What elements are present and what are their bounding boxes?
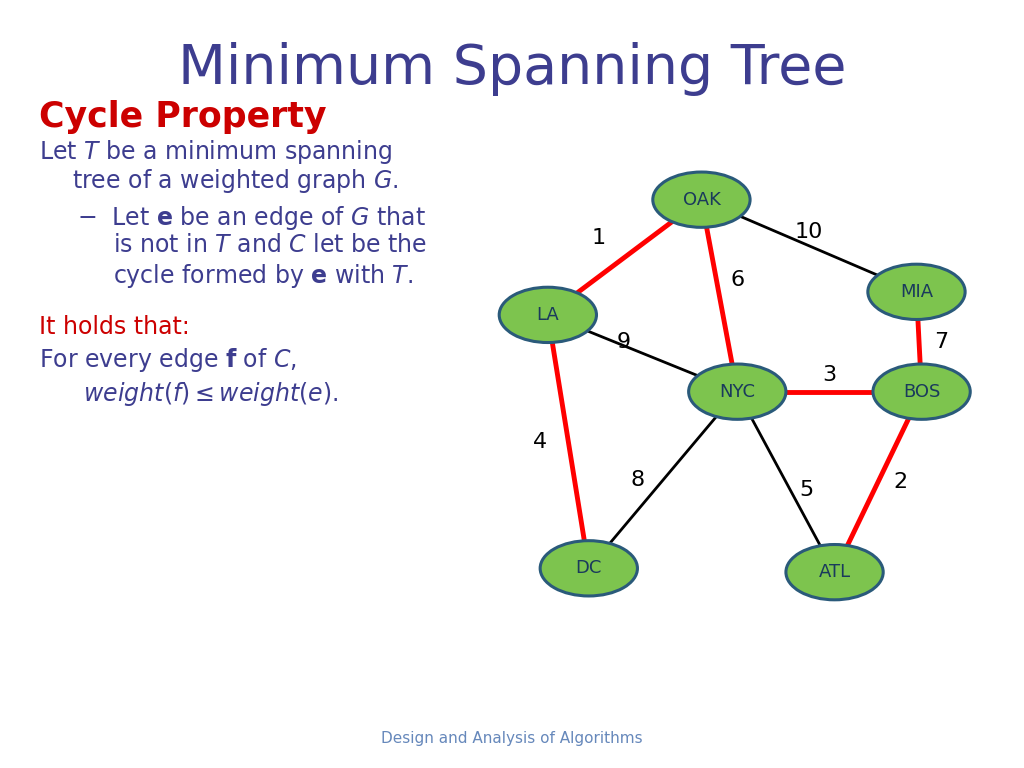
Text: OAK: OAK <box>683 190 720 209</box>
Text: $\mathit{weight}(f){\leq}\mathit{weight}(e).$: $\mathit{weight}(f){\leq}\mathit{weight}… <box>61 380 339 408</box>
Text: 10: 10 <box>795 222 823 242</box>
Text: It holds that:: It holds that: <box>39 315 189 339</box>
Text: is not in $T$ and $C$ let be the: is not in $T$ and $C$ let be the <box>113 233 427 257</box>
Text: Let $T$ be a minimum spanning: Let $T$ be a minimum spanning <box>39 138 392 166</box>
Text: BOS: BOS <box>903 382 940 401</box>
Text: tree of a weighted graph $G$.: tree of a weighted graph $G$. <box>72 167 398 195</box>
Text: 5: 5 <box>800 479 813 500</box>
Text: 8: 8 <box>631 470 644 490</box>
Ellipse shape <box>541 541 637 596</box>
Text: 3: 3 <box>822 365 837 385</box>
Text: 9: 9 <box>617 332 631 352</box>
Ellipse shape <box>872 364 971 419</box>
Ellipse shape <box>688 364 786 419</box>
Text: 7: 7 <box>935 332 948 352</box>
Ellipse shape <box>786 545 883 600</box>
Text: Design and Analysis of Algorithms: Design and Analysis of Algorithms <box>381 731 643 746</box>
Ellipse shape <box>868 264 965 319</box>
Text: 6: 6 <box>731 270 744 290</box>
Text: ATL: ATL <box>818 563 851 581</box>
Text: DC: DC <box>575 559 602 578</box>
Text: Minimum Spanning Tree: Minimum Spanning Tree <box>178 42 846 96</box>
Text: $-$  Let $\mathbf{e}$ be an edge of $G$ that: $-$ Let $\mathbf{e}$ be an edge of $G$ t… <box>77 204 426 231</box>
Text: 4: 4 <box>532 432 547 452</box>
Text: NYC: NYC <box>719 382 756 401</box>
Text: LA: LA <box>537 306 559 324</box>
Text: 1: 1 <box>592 228 606 248</box>
Ellipse shape <box>653 172 750 227</box>
Text: cycle formed by $\mathbf{e}$ with $T$.: cycle formed by $\mathbf{e}$ with $T$. <box>113 262 413 290</box>
Text: 2: 2 <box>894 472 907 492</box>
Text: MIA: MIA <box>900 283 933 301</box>
Text: Cycle Property: Cycle Property <box>39 100 327 134</box>
Text: For every edge $\mathbf{f}$ of $C$,: For every edge $\mathbf{f}$ of $C$, <box>39 346 297 373</box>
Ellipse shape <box>500 287 596 343</box>
